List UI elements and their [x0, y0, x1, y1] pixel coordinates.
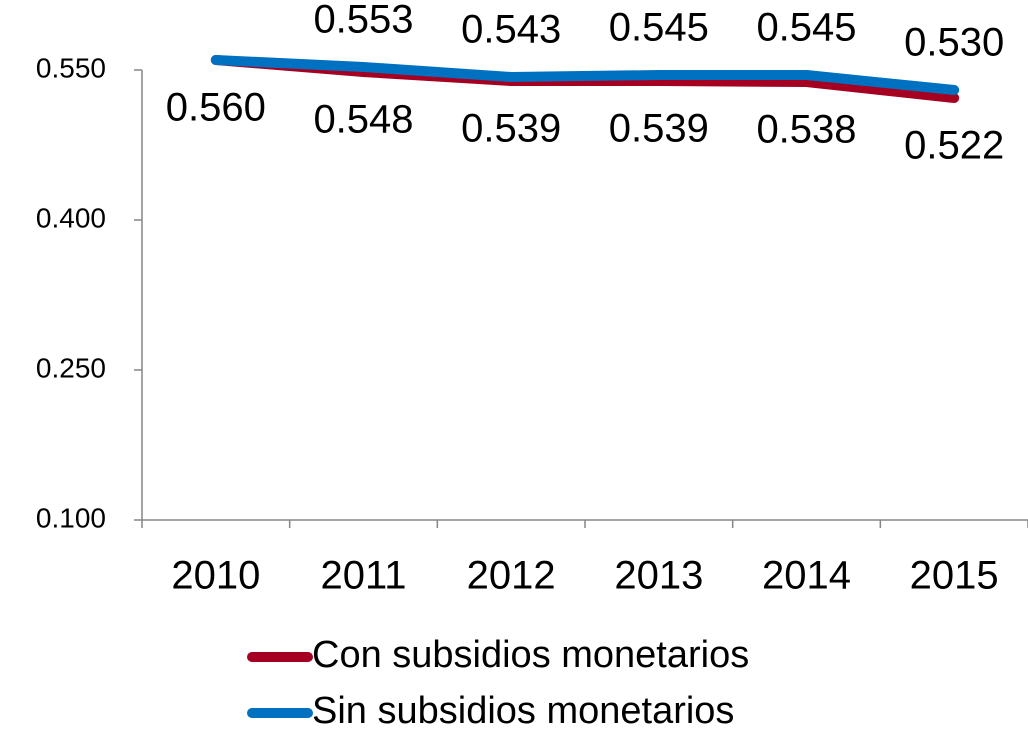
y-tick-label: 0.550: [36, 52, 106, 83]
legend-label: Con subsidios monetarios: [312, 634, 749, 676]
data-label: 0.539: [609, 107, 709, 151]
data-label: 0.560: [166, 86, 266, 130]
y-tick-label: 0.100: [36, 502, 106, 533]
x-tick-label: 2011: [320, 554, 406, 598]
x-tick-label: 2010: [171, 554, 260, 598]
legend-label: Sin subsidios monetarios: [312, 690, 734, 730]
data-label: 0.545: [609, 6, 709, 50]
data-label: 0.522: [904, 124, 1004, 168]
y-tick-label: 0.400: [36, 202, 106, 233]
data-label: 0.548: [313, 98, 413, 142]
data-label: 0.553: [313, 0, 413, 42]
x-tick-label: 2012: [467, 554, 556, 598]
data-label: 0.538: [756, 108, 856, 152]
x-tick-label: 2015: [910, 554, 999, 598]
series-line: [210, 55, 960, 95]
y-tick-label: 0.250: [36, 352, 106, 383]
x-tick-label: 2014: [762, 554, 851, 598]
data-label: 0.539: [461, 107, 561, 151]
data-label: 0.530: [904, 21, 1004, 65]
data-label: 0.543: [461, 8, 561, 52]
data-label: 0.545: [756, 6, 856, 50]
x-tick-label: 2013: [614, 554, 703, 598]
